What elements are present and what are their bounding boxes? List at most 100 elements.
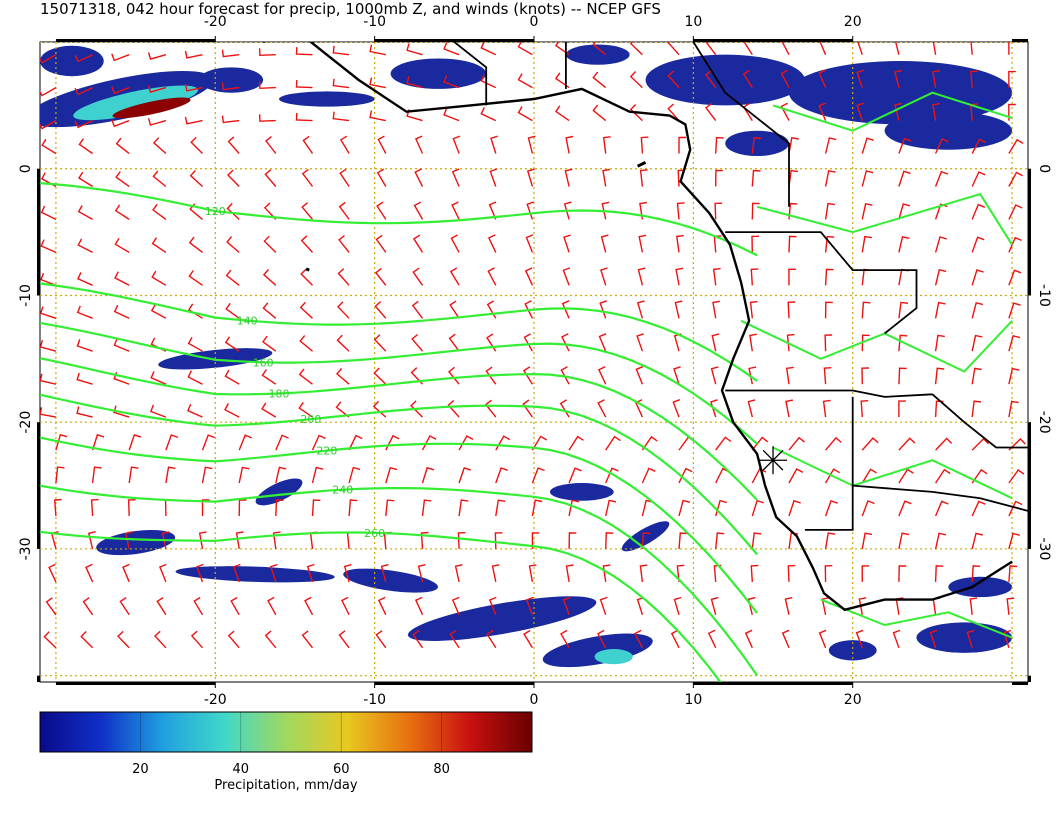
wind-barb: [636, 333, 644, 352]
wind-barb: [785, 366, 794, 385]
wind-barb: [495, 467, 508, 484]
wind-barb: [449, 267, 460, 286]
wind-barb: [818, 69, 827, 88]
wind-barb: [929, 629, 938, 649]
wind-barb: [971, 269, 984, 286]
colorbar-strip: [39, 711, 533, 753]
wind-barb: [861, 170, 874, 187]
location-marker: [759, 446, 788, 475]
frame-bar: [374, 39, 534, 42]
wind-barb: [600, 267, 608, 286]
wind-barb: [932, 70, 940, 88]
wind-barb: [605, 532, 614, 549]
wind-barb: [452, 135, 461, 154]
wind-barb: [264, 169, 277, 187]
wind-barb: [55, 433, 68, 451]
wind-barb: [824, 468, 841, 484]
island: [636, 161, 647, 168]
wind-barb: [554, 72, 570, 89]
wind-barb: [80, 631, 94, 649]
wind-barb: [447, 399, 460, 418]
wind-barb: [781, 629, 790, 649]
wind-barb: [898, 532, 910, 550]
wind-barb: [781, 42, 790, 56]
wind-barb: [788, 202, 798, 220]
wind-barb: [712, 300, 721, 319]
wind-barb: [780, 102, 790, 121]
frame-bar: [55, 39, 216, 42]
wind-barb: [376, 168, 387, 187]
precip-patch: [407, 596, 597, 641]
wind-barb: [114, 204, 130, 220]
wind-barb: [531, 532, 540, 549]
wind-barb: [449, 300, 460, 319]
wind-barb: [710, 596, 719, 615]
wind-barb: [560, 366, 570, 385]
lat-tick-label-left: 0: [18, 164, 34, 173]
wind-barb: [562, 596, 571, 616]
wind-barb: [524, 300, 534, 319]
wind-barb: [744, 629, 753, 649]
wind-barb: [53, 498, 62, 517]
wind-barb: [861, 367, 870, 385]
colorbar-ticks: 20 40 60 80: [132, 712, 450, 777]
wind-barb: [301, 202, 314, 220]
wind-barb: [226, 236, 240, 253]
wind-barb: [678, 532, 688, 549]
lon-tick-label-top: -20: [204, 14, 227, 30]
wind-barb: [269, 563, 278, 583]
wind-barb: [421, 466, 435, 484]
wind-barb: [77, 272, 93, 286]
wind-barb: [525, 596, 534, 616]
wind-barb: [605, 435, 621, 451]
wind-barb: [374, 267, 387, 286]
wind-barb: [184, 116, 203, 125]
contour-label: 120: [205, 205, 226, 218]
wind-barb: [76, 305, 93, 319]
wind-barb: [629, 104, 643, 122]
wind-barb: [406, 76, 423, 89]
wind-barb: [861, 468, 877, 484]
wind-barb: [332, 111, 350, 122]
contour-label: 260: [364, 527, 385, 540]
wind-barb: [335, 401, 350, 418]
wind-barb: [527, 135, 536, 154]
wind-barb: [750, 268, 759, 286]
wind-barb: [91, 466, 102, 484]
wind-barb: [707, 629, 717, 649]
wind-barb: [190, 136, 203, 154]
wind-barb: [780, 69, 790, 88]
wind-barb: [188, 303, 203, 319]
wind-barb: [898, 400, 906, 418]
wind-barb: [898, 468, 914, 484]
wind-barb: [678, 467, 693, 484]
wind-barb: [298, 368, 313, 385]
wind-barb: [411, 300, 424, 319]
wind-barb: [165, 434, 179, 451]
wind-barb: [337, 268, 350, 286]
wind-barb: [751, 499, 764, 517]
wind-barb: [749, 300, 758, 319]
wind-barb: [299, 335, 313, 352]
wind-barb: [375, 630, 387, 649]
wind-barb: [338, 201, 350, 220]
wind-barb: [898, 170, 911, 187]
wind-barbs: [40, 42, 1026, 649]
country-border: [725, 389, 933, 398]
wind-barb: [667, 70, 680, 89]
wind-barb: [486, 629, 497, 649]
wind-barb: [751, 235, 760, 253]
wind-barb: [560, 629, 570, 649]
wind-barb: [788, 136, 799, 154]
precip-patch: [594, 649, 633, 665]
frame-bar: [37, 675, 40, 682]
wind-barb: [40, 373, 57, 385]
wind-barb: [40, 272, 57, 286]
wind-barb: [336, 368, 350, 385]
wind-barb: [48, 563, 57, 583]
wind-barb: [263, 202, 277, 220]
wind-barb: [258, 114, 276, 122]
wind-barb: [1008, 70, 1016, 88]
wind-barb: [715, 136, 724, 154]
